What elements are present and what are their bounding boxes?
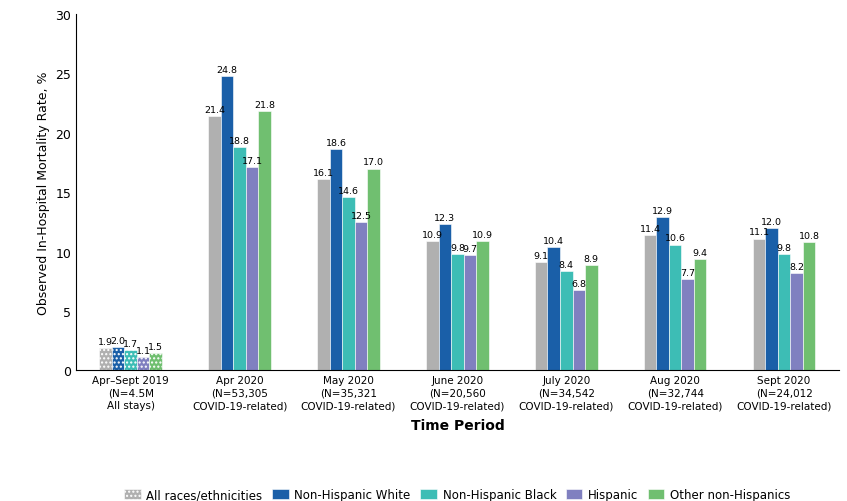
Bar — [656, 218, 669, 371]
Text: 9.7: 9.7 — [462, 244, 478, 254]
Text: 8.4: 8.4 — [559, 260, 573, 269]
Bar — [644, 235, 656, 371]
Text: 24.8: 24.8 — [217, 66, 237, 75]
Text: 12.9: 12.9 — [652, 207, 673, 215]
Text: 2.0: 2.0 — [111, 336, 125, 345]
Text: 21.4: 21.4 — [204, 106, 225, 115]
Bar — [790, 274, 803, 371]
Text: 9.8: 9.8 — [777, 243, 792, 253]
Bar — [463, 256, 476, 371]
Bar — [753, 239, 766, 371]
Text: 10.8: 10.8 — [799, 231, 820, 240]
Y-axis label: Observed In-Hospital Mortality Rate, %: Observed In-Hospital Mortality Rate, % — [37, 71, 50, 315]
Bar — [694, 260, 706, 371]
Text: 1.7: 1.7 — [123, 340, 138, 349]
Bar — [476, 241, 489, 371]
Text: 18.8: 18.8 — [229, 137, 250, 146]
Text: 21.8: 21.8 — [254, 101, 275, 110]
Text: 1.5: 1.5 — [148, 342, 163, 351]
Bar — [778, 255, 790, 371]
Bar — [233, 148, 246, 371]
Text: 9.8: 9.8 — [450, 243, 465, 253]
Text: 9.4: 9.4 — [693, 248, 708, 257]
Bar — [439, 225, 451, 371]
X-axis label: Time Period: Time Period — [411, 419, 504, 432]
Bar — [137, 358, 149, 371]
Text: 11.4: 11.4 — [639, 224, 661, 233]
Bar — [535, 263, 547, 371]
Text: 10.9: 10.9 — [472, 230, 493, 239]
Bar — [669, 245, 682, 371]
Bar — [803, 242, 816, 371]
Bar — [125, 351, 137, 371]
Bar — [246, 168, 258, 371]
Bar — [426, 241, 439, 371]
Text: 1.1: 1.1 — [136, 347, 151, 356]
Bar — [112, 347, 125, 371]
Text: 12.0: 12.0 — [761, 217, 782, 226]
Bar — [573, 290, 585, 371]
Bar — [585, 265, 598, 371]
Text: 17.1: 17.1 — [241, 157, 263, 166]
Legend: All races/ethnicities, Non-Hispanic White, Non-Hispanic Black, Hispanic, Other n: All races/ethnicities, Non-Hispanic Whit… — [119, 483, 795, 501]
Bar — [560, 271, 573, 371]
Bar — [221, 77, 233, 371]
Text: 7.7: 7.7 — [680, 269, 695, 278]
Text: 16.1: 16.1 — [313, 169, 334, 178]
Text: 12.3: 12.3 — [435, 214, 456, 223]
Bar — [682, 280, 694, 371]
Text: 8.9: 8.9 — [584, 254, 599, 263]
Text: 6.8: 6.8 — [572, 279, 586, 288]
Text: 1.9: 1.9 — [98, 337, 113, 346]
Text: 17.0: 17.0 — [363, 158, 384, 167]
Text: 12.5: 12.5 — [351, 211, 372, 220]
Bar — [149, 353, 162, 371]
Text: 14.6: 14.6 — [338, 186, 359, 195]
Bar — [329, 150, 342, 371]
Bar — [451, 255, 463, 371]
Text: 9.1: 9.1 — [534, 252, 549, 261]
Text: 11.1: 11.1 — [749, 228, 770, 237]
Text: 10.6: 10.6 — [665, 234, 686, 243]
Bar — [766, 228, 778, 371]
Bar — [355, 222, 368, 371]
Bar — [368, 169, 379, 371]
Bar — [208, 117, 221, 371]
Text: 10.4: 10.4 — [543, 236, 564, 245]
Bar — [99, 348, 112, 371]
Bar — [258, 112, 271, 371]
Bar — [547, 247, 560, 371]
Text: 8.2: 8.2 — [789, 263, 804, 272]
Text: 10.9: 10.9 — [422, 230, 443, 239]
Text: 18.6: 18.6 — [325, 139, 346, 148]
Bar — [342, 197, 355, 371]
Bar — [317, 180, 329, 371]
